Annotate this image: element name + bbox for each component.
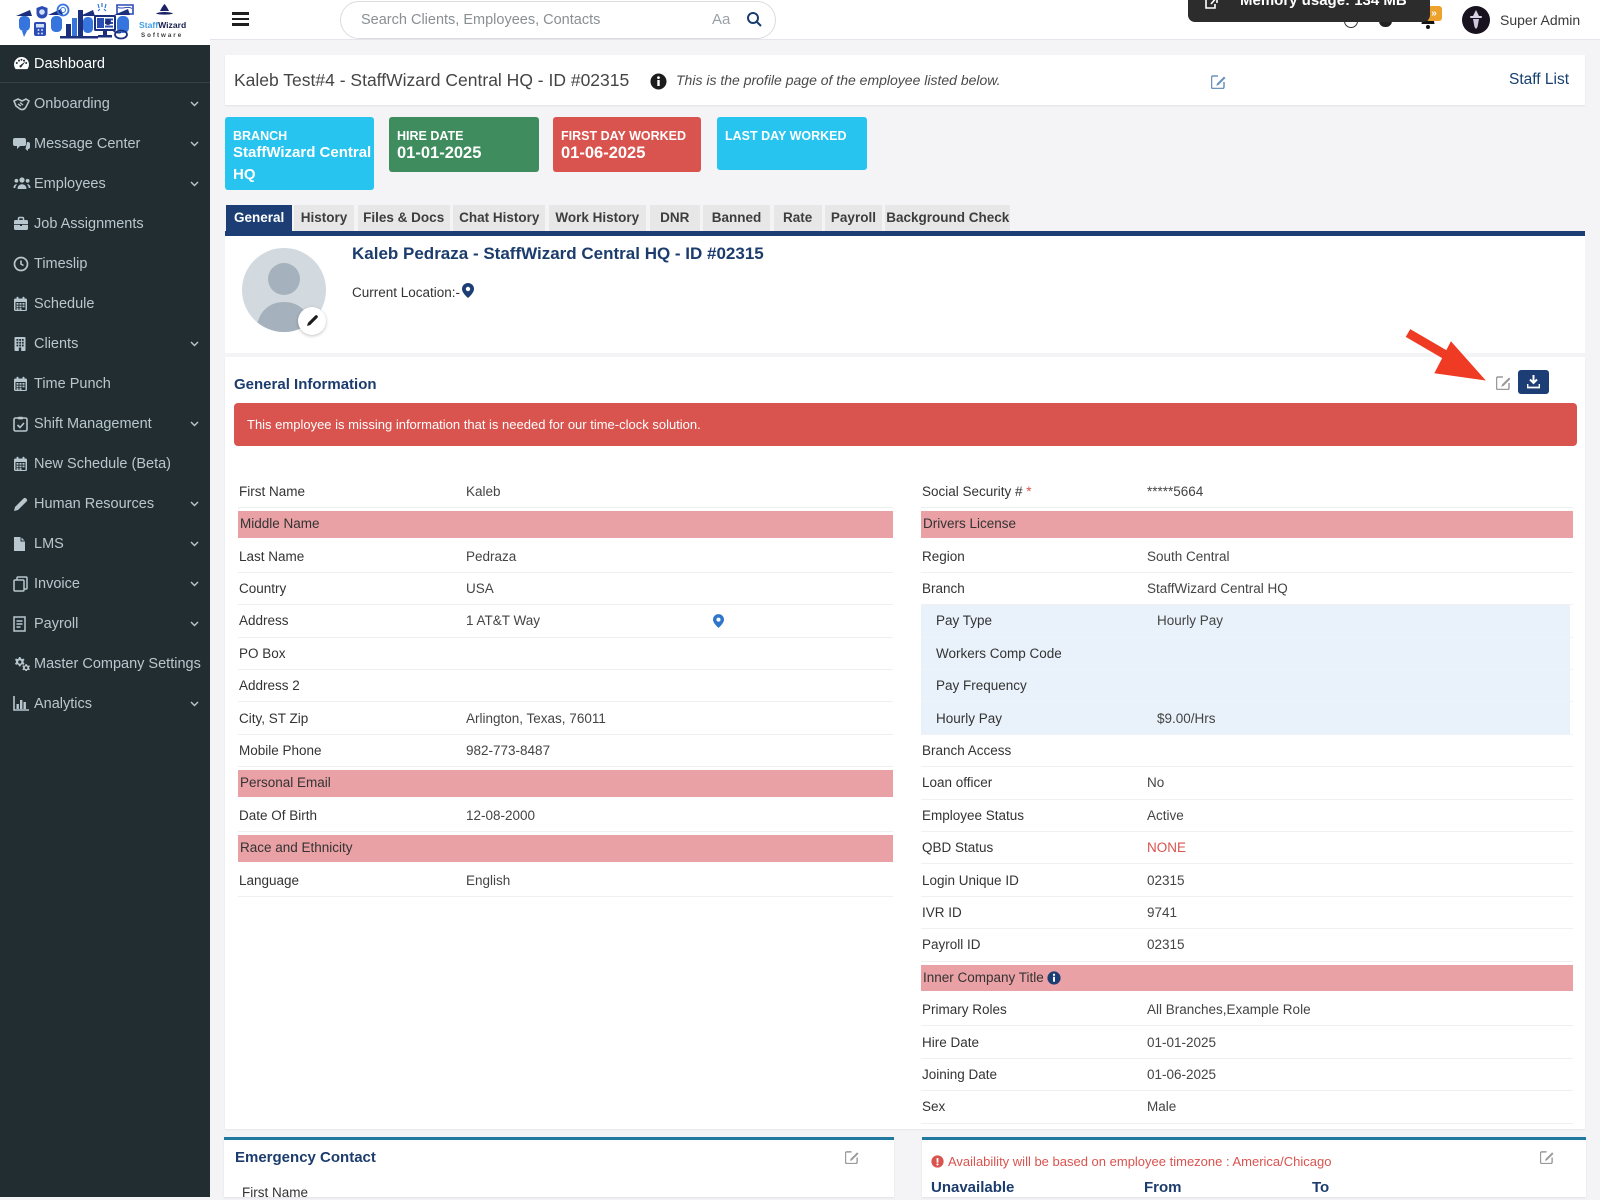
svg-text:Software: Software [141,32,183,39]
svg-text:StaffWizard: StaffWizard [139,20,186,30]
